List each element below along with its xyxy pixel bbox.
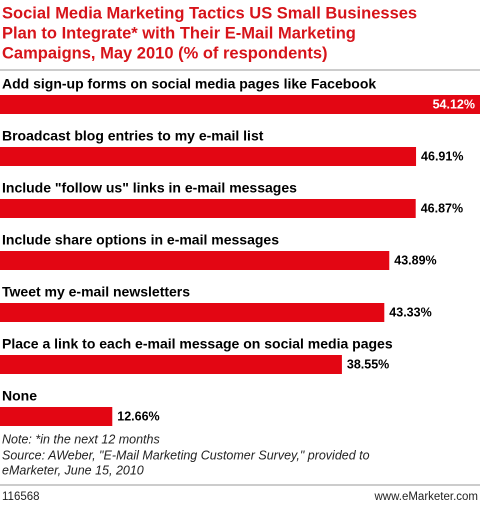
category-label: Tweet my e-mail newsletters <box>2 284 190 300</box>
value-label: 43.33% <box>389 305 431 319</box>
value-label: 12.66% <box>117 409 159 423</box>
bar <box>0 147 417 166</box>
value-label: 38.55% <box>347 357 389 371</box>
value-label: 43.89% <box>394 253 436 267</box>
note: Note: *in the next 12 months <box>2 432 160 446</box>
bar <box>0 251 390 270</box>
note: eMarketer, June 15, 2010 <box>2 463 144 477</box>
bar <box>0 303 385 322</box>
website: www.eMarketer.com <box>373 491 478 503</box>
category-label: Add sign-up forms on social media pages … <box>2 76 376 92</box>
chart-title: Plan to Integrate* with Their E-Mail Mar… <box>2 24 356 42</box>
bar <box>0 355 342 374</box>
category-label: Place a link to each e-mail message on s… <box>2 336 393 352</box>
category-label: Include "follow us" links in e-mail mess… <box>2 180 297 196</box>
category-label: None <box>2 388 37 404</box>
bar <box>0 407 113 426</box>
note: Source: AWeber, "E-Mail Marketing Custom… <box>2 448 370 462</box>
bar <box>0 95 480 114</box>
value-label: 46.87% <box>421 201 463 215</box>
value-label: 46.91% <box>421 149 463 163</box>
category-label: Broadcast blog entries to my e-mail list <box>2 128 264 144</box>
chart-title: Campaigns, May 2010 (% of respondents) <box>2 44 328 62</box>
value-label: 54.12% <box>433 97 475 111</box>
bar <box>0 199 416 218</box>
chart-id: 116568 <box>2 491 40 503</box>
category-label: Include share options in e-mail messages <box>2 232 279 248</box>
chart-title: Social Media Marketing Tactics US Small … <box>2 4 417 22</box>
